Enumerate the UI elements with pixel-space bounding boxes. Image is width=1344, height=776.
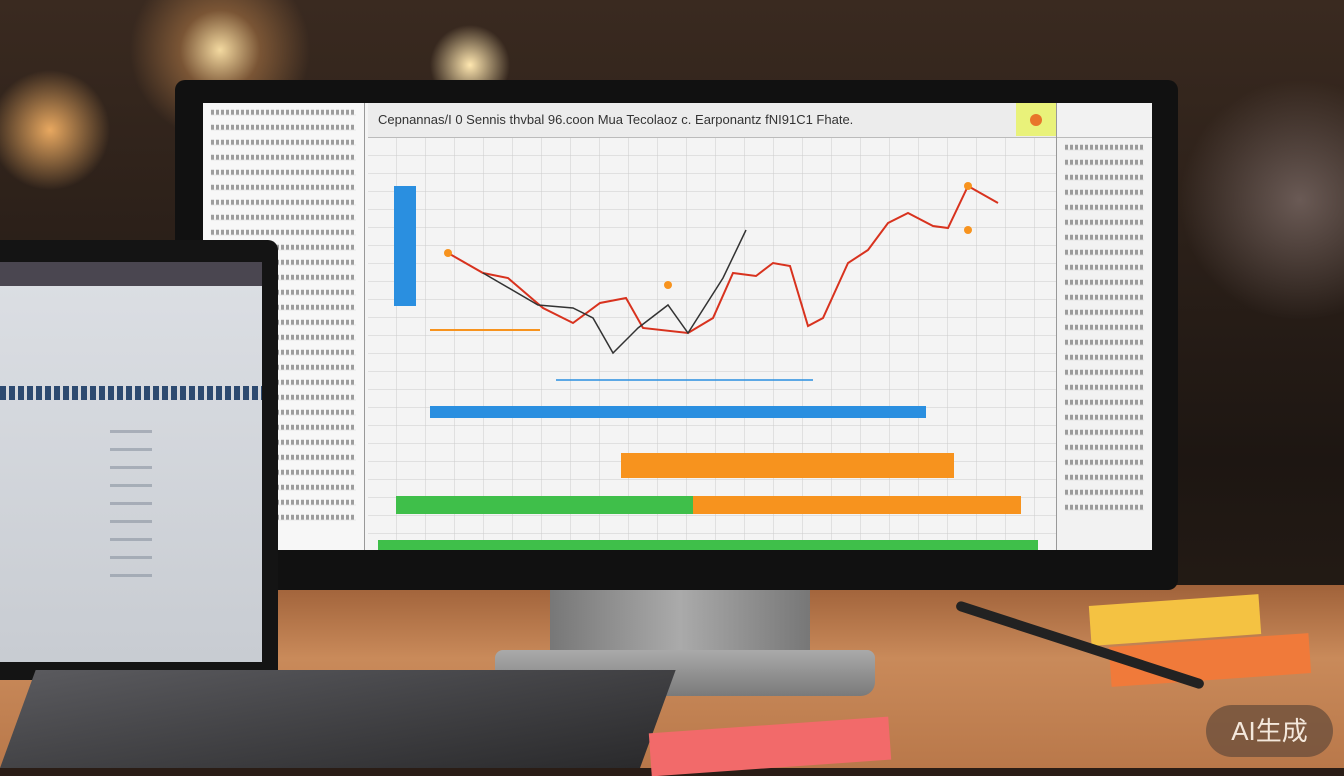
dark-line bbox=[482, 229, 747, 355]
laptop bbox=[0, 240, 278, 680]
monitor-stand bbox=[550, 590, 810, 660]
orange-bar bbox=[621, 453, 954, 478]
orange-circle-icon[interactable] bbox=[1016, 103, 1056, 136]
data-point bbox=[964, 182, 972, 190]
green-bar bbox=[396, 496, 693, 514]
monitor: Cepnannas/I 0 Sennis thvbal 96.coon Mua … bbox=[175, 80, 1178, 590]
right-panel bbox=[1056, 103, 1152, 550]
monitor-screen: Cepnannas/I 0 Sennis thvbal 96.coon Mua … bbox=[203, 103, 1152, 550]
laptop-keyboard bbox=[0, 670, 676, 768]
chart-title-bar: Cepnannas/I 0 Sennis thvbal 96.coon Mua … bbox=[368, 103, 1056, 138]
blue-bar bbox=[430, 406, 926, 418]
chart-title: Cepnannas/I 0 Sennis thvbal 96.coon Mua … bbox=[378, 112, 854, 127]
blue-bar-vertical bbox=[394, 186, 416, 306]
data-point bbox=[444, 249, 452, 257]
data-point bbox=[664, 281, 672, 289]
laptop-screen bbox=[0, 262, 262, 662]
data-point bbox=[964, 226, 972, 234]
chart-area bbox=[368, 138, 1056, 550]
red-line bbox=[447, 184, 999, 335]
ai-generated-badge: AI生成 bbox=[1206, 705, 1333, 757]
orange-bar-2 bbox=[693, 496, 1021, 514]
green-footer bbox=[378, 540, 1038, 550]
